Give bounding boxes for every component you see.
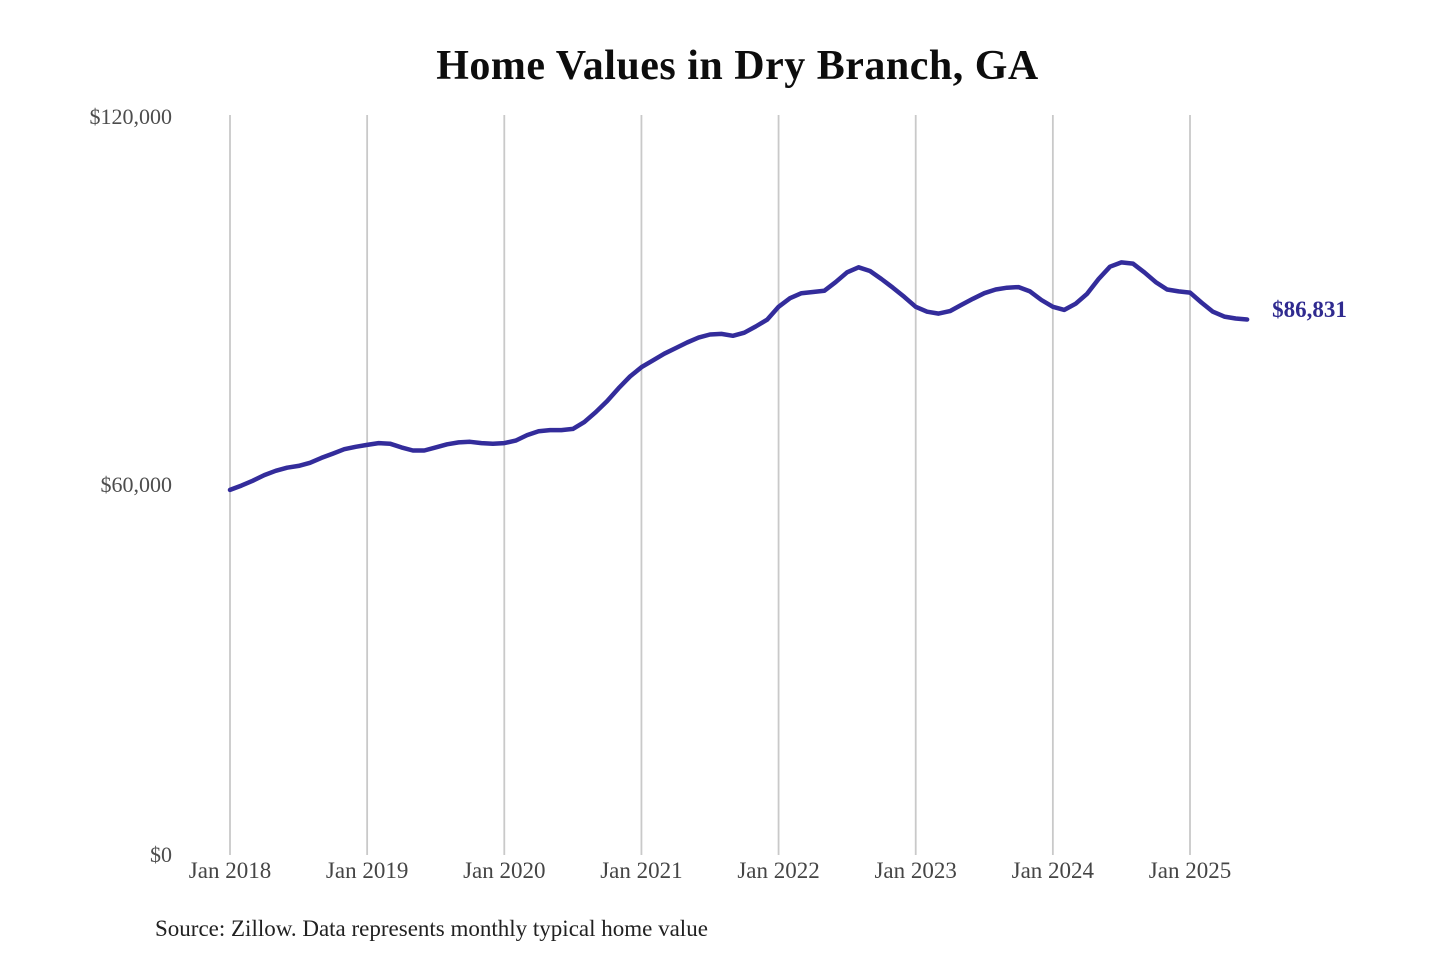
x-axis-tick-label: Jan 2020 xyxy=(463,858,546,883)
y-axis-tick-label: $120,000 xyxy=(89,104,173,129)
x-axis-tick-label: Jan 2018 xyxy=(188,858,272,883)
y-axis-tick-label: $0 xyxy=(150,842,172,867)
y-axis-tick-label: $60,000 xyxy=(100,472,173,497)
x-axis-tick-label: Jan 2021 xyxy=(600,858,683,883)
chart-title: Home Values in Dry Branch, GA xyxy=(436,43,1039,89)
x-axis-tick-label: Jan 2024 xyxy=(1011,858,1095,883)
end-value-label: $86,831 xyxy=(1272,296,1347,322)
home-value-line xyxy=(227,260,1250,493)
x-axis-tick-label: Jan 2025 xyxy=(1148,858,1232,883)
x-axis-tick-label: Jan 2019 xyxy=(325,858,409,883)
source-note: Source: Zillow. Data represents monthly … xyxy=(155,916,708,941)
x-axis-tick-label: Jan 2022 xyxy=(737,858,820,883)
x-axis-tick-label: Jan 2023 xyxy=(874,858,957,883)
